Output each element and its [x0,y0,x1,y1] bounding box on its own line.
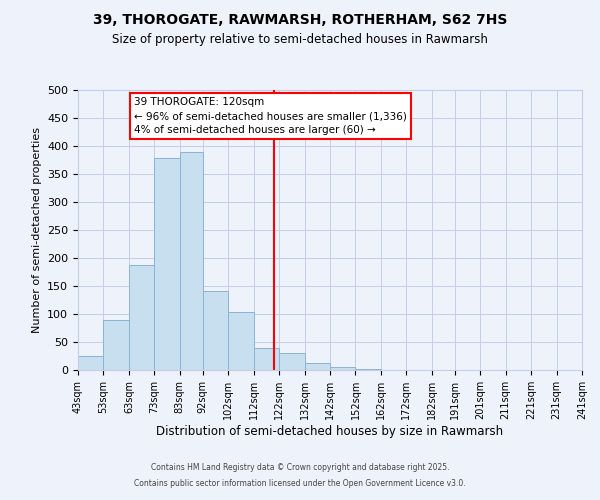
Bar [254,348,279,370]
Text: Size of property relative to semi-detached houses in Rawmarsh: Size of property relative to semi-detach… [112,32,488,46]
Bar [228,312,254,370]
Bar [180,152,203,370]
Bar [279,353,305,370]
Text: Contains public sector information licensed under the Open Government Licence v3: Contains public sector information licen… [134,478,466,488]
X-axis label: Distribution of semi-detached houses by size in Rawmarsh: Distribution of semi-detached houses by … [157,424,503,438]
Text: Contains HM Land Registry data © Crown copyright and database right 2025.: Contains HM Land Registry data © Crown c… [151,464,449,472]
Bar [330,366,355,370]
Text: 39, THOROGATE, RAWMARSH, ROTHERHAM, S62 7HS: 39, THOROGATE, RAWMARSH, ROTHERHAM, S62 … [93,12,507,26]
Bar [78,356,103,370]
Bar [355,369,381,370]
Bar [154,158,180,370]
Bar [129,266,154,370]
Text: 39 THOROGATE: 120sqm
← 96% of semi-detached houses are smaller (1,336)
4% of sem: 39 THOROGATE: 120sqm ← 96% of semi-detac… [134,98,407,136]
Bar [305,364,330,370]
Bar [203,291,228,370]
Bar [103,320,129,370]
Y-axis label: Number of semi-detached properties: Number of semi-detached properties [32,127,41,333]
